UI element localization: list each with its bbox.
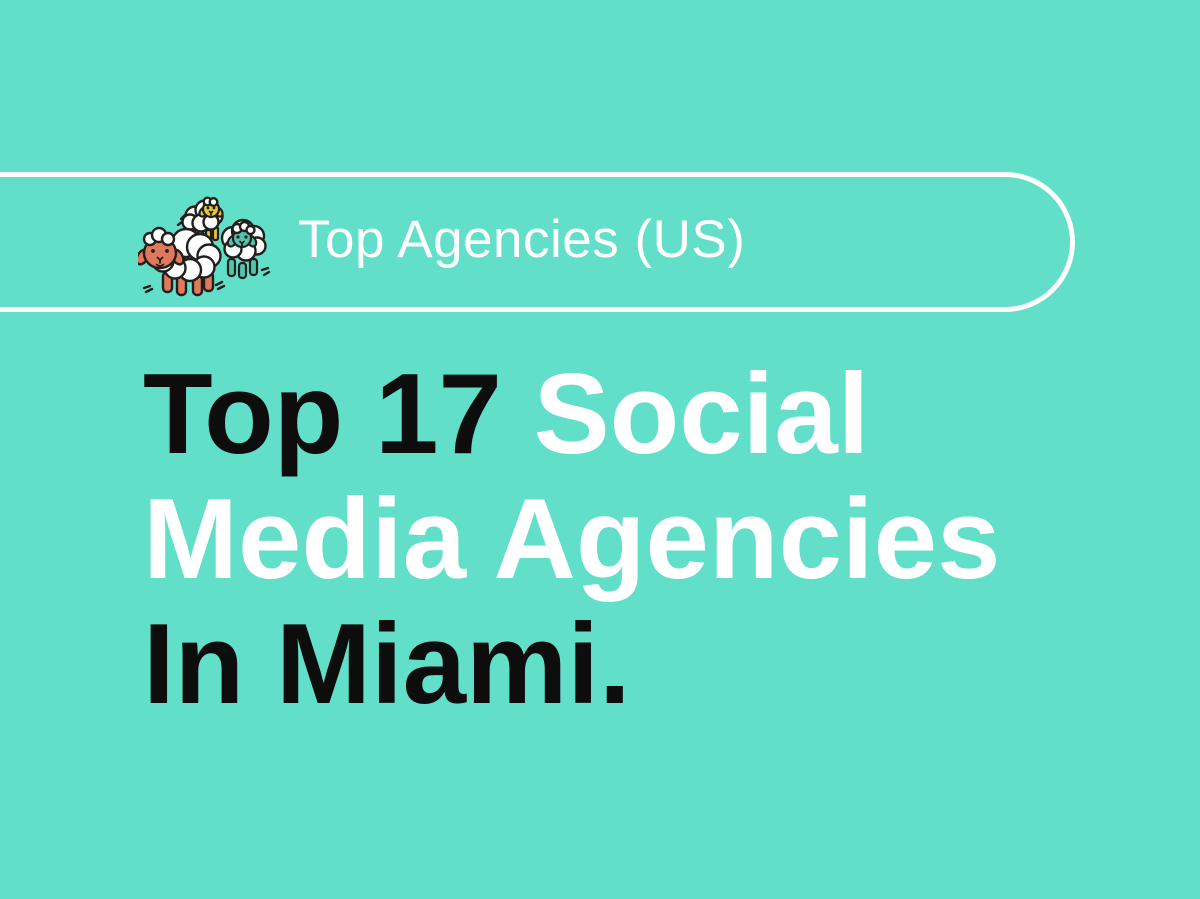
top-agencies-badge: Top Agencies (US): [0, 172, 1075, 312]
title-line-3: In Miami.: [143, 602, 1123, 727]
title-line3-black: In Miami.: [143, 601, 631, 728]
title-line1-black: Top 17: [143, 351, 534, 478]
title-line-2: Media Agencies: [143, 477, 1123, 602]
page-title: Top 17 Social Media Agencies In Miami.: [143, 352, 1123, 727]
title-line2-white: Media Agencies: [143, 476, 1001, 603]
coral-sheep: [138, 226, 222, 297]
sheep-flock-icon: [138, 196, 271, 297]
title-line1-white: Social: [533, 351, 870, 478]
badge-label: Top Agencies (US): [298, 209, 746, 269]
teal-sheep: [220, 218, 267, 280]
title-line-1: Top 17 Social: [143, 352, 1123, 477]
